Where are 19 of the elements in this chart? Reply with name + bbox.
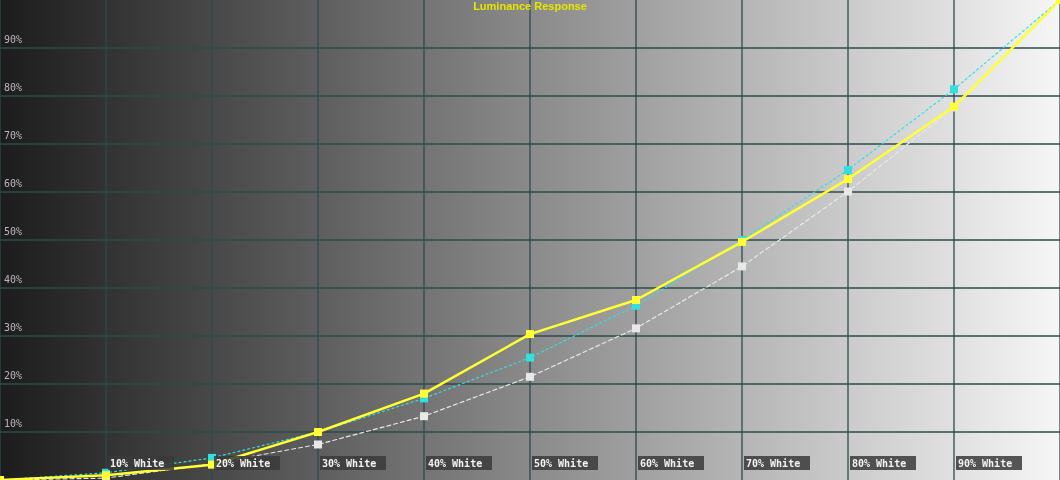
x-tick-label: 80% White: [852, 458, 907, 469]
y-tick-label: 20%: [4, 370, 23, 381]
y-tick-label: 50%: [4, 226, 23, 237]
x-tick-label: 40% White: [428, 458, 483, 469]
y-tick-label: 30%: [4, 322, 23, 333]
y-tick-label: 70%: [4, 130, 23, 141]
y-tick-label: 80%: [4, 82, 23, 93]
x-tick-label: 90% White: [958, 458, 1013, 469]
y-tick-label: 10%: [4, 418, 23, 429]
x-tick-label: 30% White: [322, 458, 377, 469]
y-tick-label: 40%: [4, 274, 23, 285]
x-tick-label: 20% White: [216, 458, 271, 469]
chart-title: Luminance Response: [473, 0, 587, 12]
y-tick-label: 90%: [4, 34, 23, 45]
y-tick-label: 60%: [4, 178, 23, 189]
x-tick-label: 70% White: [746, 458, 801, 469]
x-tick-label: 10% White: [110, 458, 165, 469]
x-tick-label: 60% White: [640, 458, 695, 469]
x-tick-label: 50% White: [534, 458, 589, 469]
